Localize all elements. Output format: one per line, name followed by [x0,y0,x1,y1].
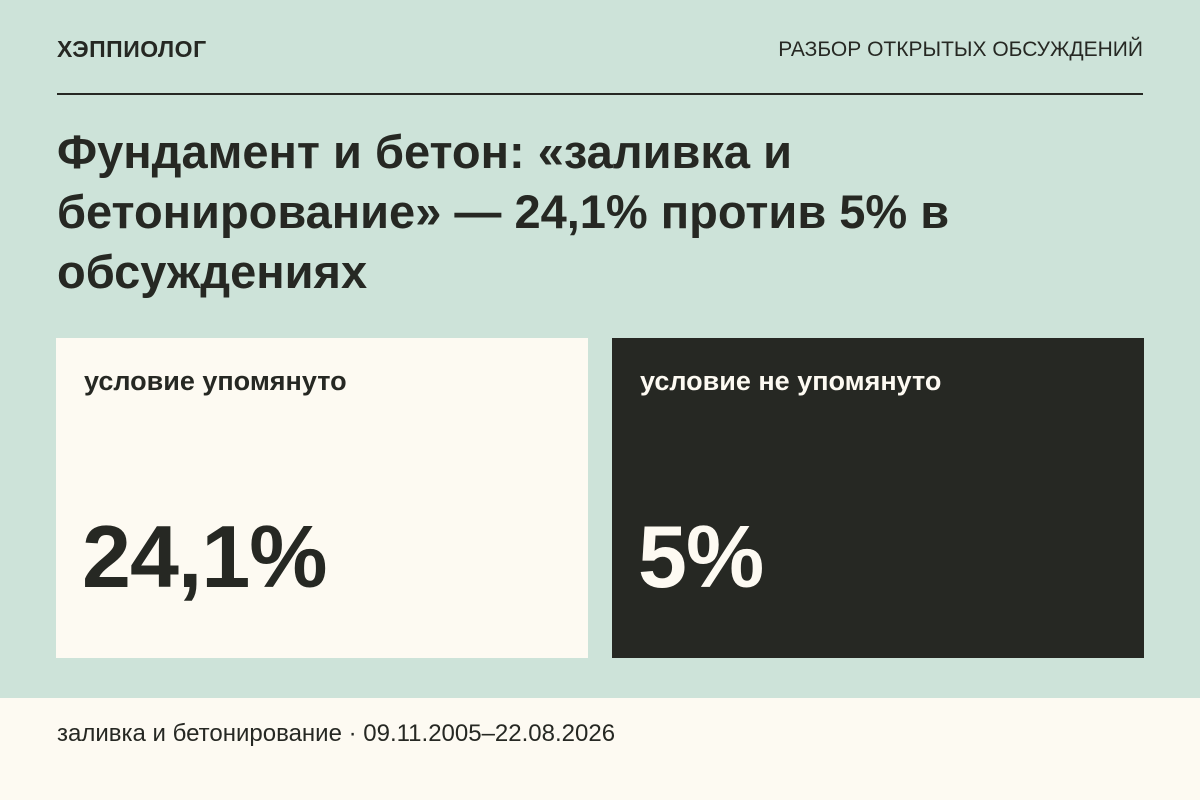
card-label: условие не упомянуто [640,366,942,396]
card: условие упомянуто 24,1% [56,338,588,658]
card: условие не упомянуто 5% [612,338,1144,658]
section-title: РАЗБОР ОТКРЫТЫХ ОБСУЖДЕНИЙ [778,38,1143,61]
headline: Фундамент и бетон: «заливка и бетонирова… [57,125,950,298]
footer-text: заливка и бетонирование · 09.11.2005–22.… [57,720,616,747]
brand: ХЭППИОЛОГ [57,36,207,62]
card-value: 24,1% [82,507,328,606]
divider [57,93,1143,95]
card-label: условие упомянуто [84,366,347,396]
footer-band: заливка и бетонирование · 09.11.2005–22.… [0,698,1200,800]
card-value: 5% [638,507,764,606]
